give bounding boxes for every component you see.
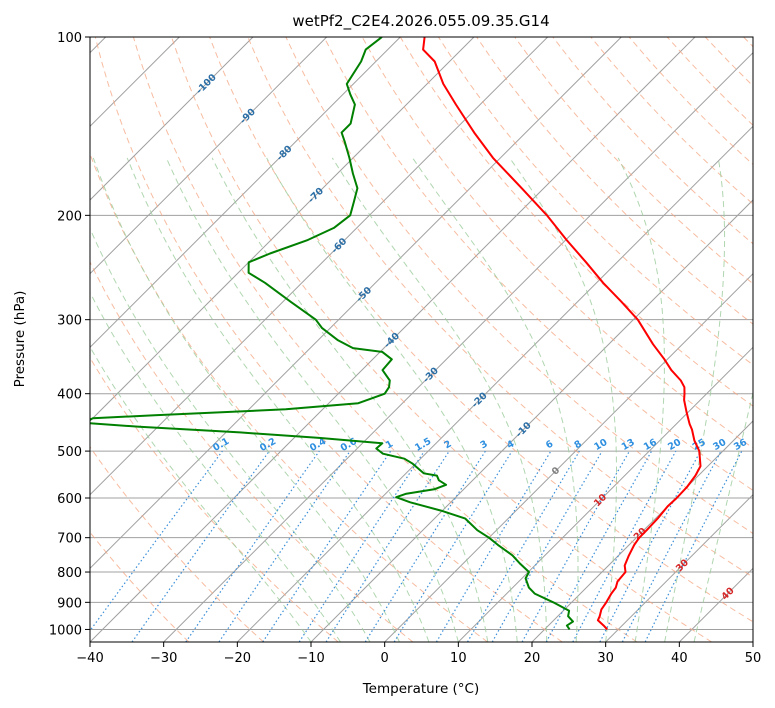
dry-adiabat xyxy=(476,37,753,325)
dry-adiabat xyxy=(514,37,753,285)
moist-adiabat xyxy=(266,157,518,642)
dry-adiabat xyxy=(323,37,753,491)
mixing-ratio-line xyxy=(262,450,392,642)
y-tick-label: 900 xyxy=(57,596,82,611)
moist-adiabat xyxy=(693,390,753,642)
dry-adiabat xyxy=(90,446,264,642)
isotherm-line xyxy=(90,37,696,642)
isotherm-line xyxy=(90,37,254,201)
dry-adiabat xyxy=(90,356,339,642)
mixing-ratio-line xyxy=(521,450,631,642)
moist-adiabat xyxy=(90,227,371,642)
mixing-ratio-label: 1 xyxy=(384,439,395,452)
moist-adiabat xyxy=(617,157,665,642)
dry-adiabat xyxy=(285,37,753,535)
mixing-ratio-label: 6 xyxy=(544,438,556,451)
isotherm-line xyxy=(163,51,753,642)
dry-adiabat xyxy=(94,37,563,642)
isobar-grid xyxy=(90,37,753,630)
isotherm-line xyxy=(531,420,753,642)
y-tick-label: 400 xyxy=(57,388,82,403)
moist-adiabat xyxy=(90,345,312,642)
x-tick-label: 50 xyxy=(745,651,762,666)
mixing-ratio-label: 8 xyxy=(573,438,585,451)
mixing-ratio-line xyxy=(572,450,677,642)
mixing-ratio-line xyxy=(545,450,653,642)
mixing-ratio-line xyxy=(185,450,320,642)
y-tick-label: 500 xyxy=(57,445,82,460)
isotherm-line xyxy=(457,346,753,642)
mixing-ratio-label: 4 xyxy=(505,438,517,451)
dry-adiabat xyxy=(90,260,414,642)
isotherm-grid xyxy=(90,37,753,642)
mixing-ratio-line xyxy=(218,450,351,642)
x-tick-label: 10 xyxy=(450,651,467,666)
x-tick-label: −40 xyxy=(76,651,103,666)
dewpoint-profile-line xyxy=(90,37,574,630)
y-axis-label: Pressure (hPa) xyxy=(12,291,28,388)
isotherm-line xyxy=(90,37,401,349)
x-tick-label: −30 xyxy=(150,651,177,666)
moist-adiabat xyxy=(331,157,548,642)
moist-adiabat xyxy=(509,157,617,642)
isotherm-line xyxy=(90,37,549,496)
x-axis: −40 −30 −20 −10 0 10 20 30 40 50 xyxy=(76,642,761,666)
moist-adiabat xyxy=(92,157,400,642)
isotherm-line xyxy=(384,272,753,642)
moist-adiabat xyxy=(412,157,579,642)
y-axis: 100 200 300 400 500 600 700 800 900 1000 xyxy=(49,31,90,638)
sounding-profiles xyxy=(90,37,702,631)
y-tick-label: 1000 xyxy=(49,623,82,638)
isotherm-line xyxy=(605,493,753,642)
mixing-ratio-line xyxy=(131,450,270,642)
isotherm-line xyxy=(90,37,475,422)
y-tick-label: 600 xyxy=(57,492,82,507)
plot-frame xyxy=(89,36,754,643)
x-tick-label: −10 xyxy=(297,651,324,666)
moist-adiabat xyxy=(165,157,459,642)
x-tick-label: 20 xyxy=(524,651,541,666)
chart-title: wetPf2_C2E4.2026.055.09.35.G14 xyxy=(292,12,549,31)
moist-adiabats xyxy=(90,157,753,642)
x-tick-label: −20 xyxy=(224,651,251,666)
x-tick-label: 40 xyxy=(671,651,688,666)
mixing-ratio-line xyxy=(644,450,743,642)
temperature-profile-line xyxy=(422,37,702,631)
dry-adiabat xyxy=(171,37,712,642)
isotherm-line xyxy=(236,125,753,642)
mixing-ratio-label: 2 xyxy=(442,438,453,451)
moist-adiabat xyxy=(664,157,726,642)
dry-adiabat xyxy=(247,37,753,578)
mixing-ratio-line xyxy=(393,450,513,642)
mixing-ratio-line xyxy=(90,450,223,632)
y-tick-label: 700 xyxy=(57,532,82,547)
dry-adiabats xyxy=(90,37,753,642)
y-tick-label: 800 xyxy=(57,566,82,581)
mixing-ratio-line xyxy=(325,450,450,642)
y-tick-label: 300 xyxy=(57,314,82,329)
mixing-ratio-lines xyxy=(90,450,743,642)
y-tick-label: 200 xyxy=(57,209,82,224)
mixing-ratio-label: 3 xyxy=(479,438,490,451)
x-tick-label: 30 xyxy=(597,651,614,666)
moist-adiabat xyxy=(211,157,489,642)
x-tick-label: 0 xyxy=(381,651,389,666)
moist-adiabat xyxy=(90,291,341,642)
dry-adiabat xyxy=(209,37,753,623)
moist-adiabat xyxy=(126,157,430,642)
y-tick-label: 100 xyxy=(57,31,82,46)
isotherm-line xyxy=(90,37,622,570)
isotherm-line xyxy=(90,37,328,275)
mixing-ratio-line xyxy=(298,450,425,642)
x-axis-label: Temperature (°C) xyxy=(362,681,480,697)
